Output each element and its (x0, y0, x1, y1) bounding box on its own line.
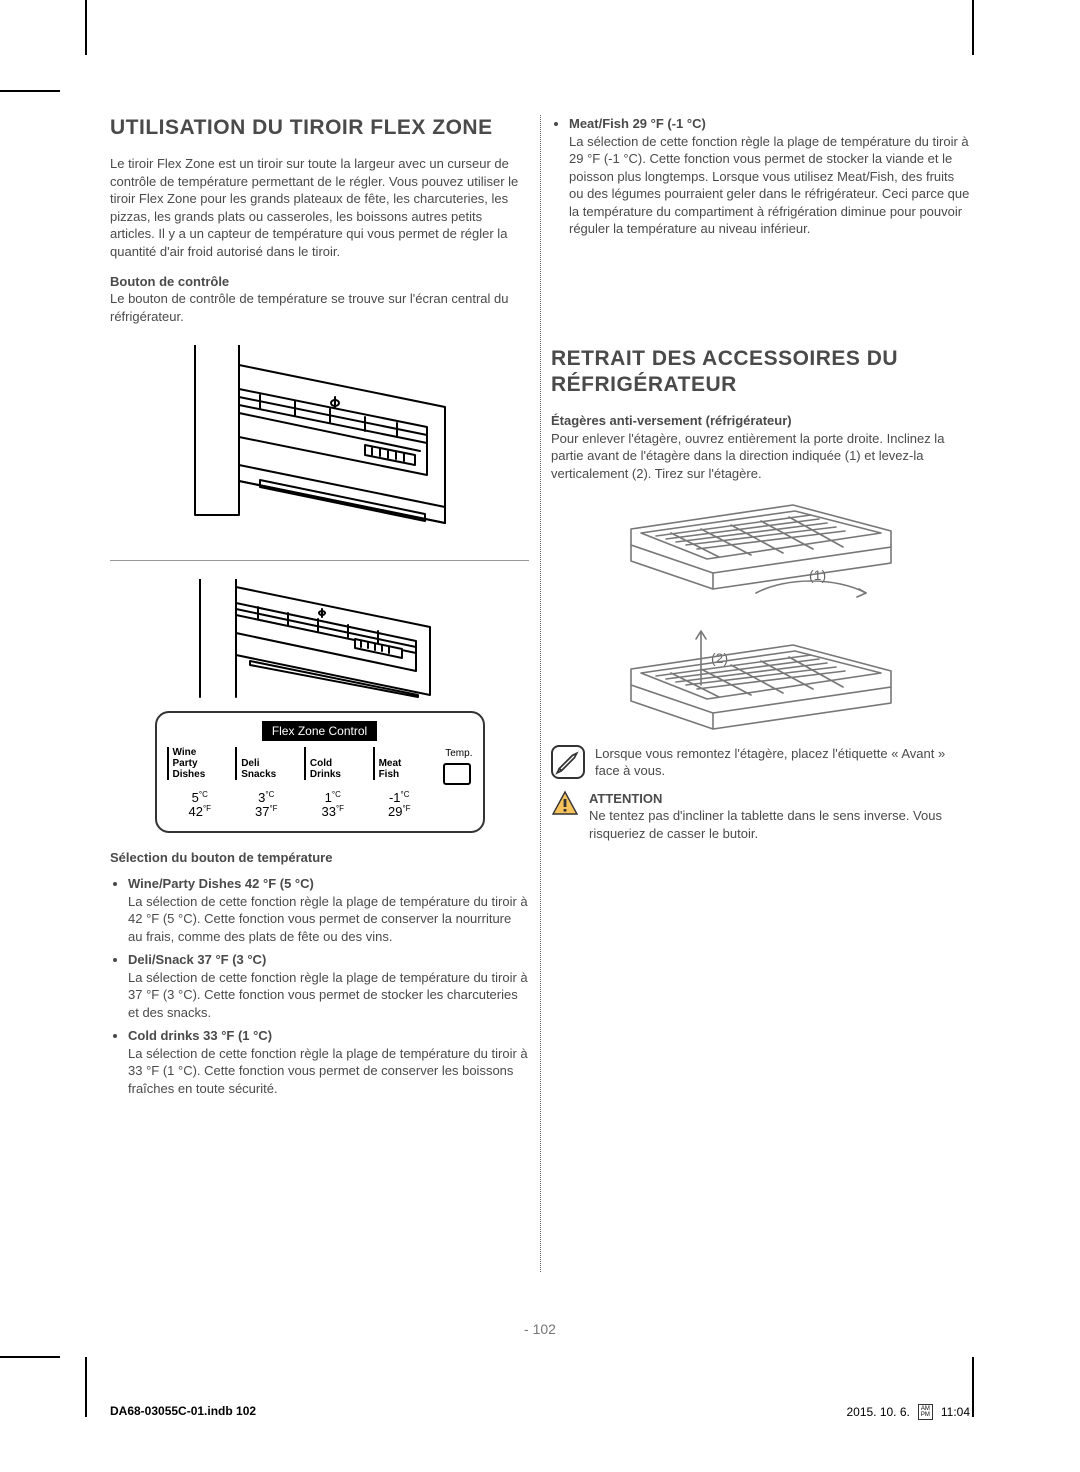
option-deli-text: La sélection de cette fonction règle la … (128, 970, 528, 1020)
control-button-text: Le bouton de contrôle de température se … (110, 290, 529, 325)
caution-icon (551, 790, 579, 816)
svg-text:(2): (2) (711, 650, 728, 666)
panel-temp-label: Temp. (445, 747, 472, 761)
control-button-title: Bouton de contrôle (110, 273, 529, 291)
section-heading-2: RETRAIT DES ACCESSOIRES DU RÉFRIGÉRATEUR (551, 346, 970, 399)
option-cold-text: La sélection de cette fonction règle la … (128, 1046, 528, 1096)
note-text: Lorsque vous remontez l'étagère, placez … (595, 745, 970, 780)
caution-text: Ne tentez pas d'incliner la tablette dan… (589, 807, 970, 842)
temp-options-list-cont: Meat/Fish 29 °F (-1 °C) La sélection de … (551, 115, 970, 238)
temp-selection-title: Sélection du bouton de température (110, 849, 529, 867)
footer-date: 2015. 10. 6. (846, 1405, 909, 1419)
ampm-icon: AMPM (918, 1404, 933, 1420)
temp-options-list: Wine/Party Dishes 42 °F (5 °C) La sélect… (110, 875, 529, 1098)
drawer-illustration-1 (110, 345, 529, 530)
panel-title: Flex Zone Control (262, 721, 377, 741)
shelf-illustration: (1) (2) (551, 503, 970, 733)
option-deli-label: Deli/Snack 37 °F (3 °C) (128, 952, 266, 967)
note-icon (551, 745, 585, 779)
intro-text: Le tiroir Flex Zone est un tiroir sur to… (110, 155, 529, 260)
option-wine-label: Wine/Party Dishes 42 °F (5 °C) (128, 876, 314, 891)
option-meat-text: La sélection de cette fonction règle la … (569, 134, 969, 237)
option-meat-label: Meat/Fish 29 °F (-1 °C) (569, 116, 706, 131)
svg-text:(1): (1) (809, 567, 826, 583)
panel-temp-button (443, 763, 471, 785)
option-wine-text: La sélection de cette fonction règle la … (128, 894, 528, 944)
drawer-illustration-2 (110, 579, 529, 699)
page-number: - 102 (0, 1321, 1080, 1337)
footer-filename: DA68-03055C-01.indb 102 (110, 1404, 256, 1420)
divider (110, 560, 529, 561)
shelves-title: Étagères anti-versement (réfrigérateur) (551, 412, 970, 430)
shelves-text: Pour enlever l'étagère, ouvrez entièreme… (551, 430, 970, 483)
footer-time: 11:04 (941, 1405, 970, 1419)
caution-label: ATTENTION (589, 790, 970, 808)
panel-temperatures: 5°C42°F 3°C37°F 1°C33°F -1°C29°F (167, 791, 473, 820)
option-cold-label: Cold drinks 33 °F (1 °C) (128, 1028, 272, 1043)
flex-zone-control-panel: Flex Zone Control Wine Party Dishes Deli… (155, 711, 485, 833)
section-heading: UTILISATION DU TIROIR FLEX ZONE (110, 115, 529, 141)
